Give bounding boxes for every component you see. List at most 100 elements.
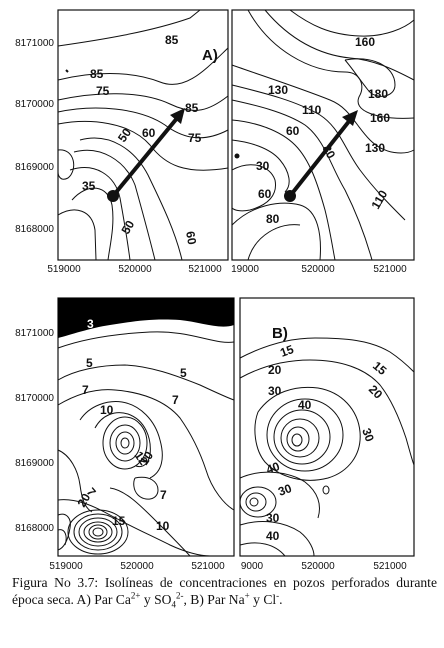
- contour-label: 80: [319, 143, 338, 162]
- isoline: [239, 471, 320, 519]
- contour-label: 130: [268, 83, 288, 97]
- panel-a-calcium: 85 85 75 85 60 75 50 35 50 60 A) 8171000…: [15, 9, 229, 275]
- contour-label: 7: [82, 383, 89, 397]
- contour-label: 60: [258, 187, 272, 201]
- isoline: [239, 359, 415, 466]
- contour-label: 7: [172, 393, 179, 407]
- contour-label: 20: [74, 491, 93, 510]
- isoline: [231, 202, 321, 261]
- well-point: [284, 190, 296, 202]
- contour-label: 160: [370, 111, 390, 125]
- contour-label: 15: [112, 514, 126, 528]
- isoline: [291, 433, 303, 447]
- isoline: [280, 418, 320, 458]
- x-tick-label: 519000: [47, 264, 81, 275]
- isoline: [273, 409, 331, 465]
- y-axis-labels: 8171000 8170000 8169000 8168000: [15, 328, 54, 534]
- x-tick-label: 521000: [373, 264, 407, 275]
- y-tick-label: 8169000: [15, 162, 54, 173]
- caption-text: Figura No 3.7: Isolíneas de concentracio…: [12, 575, 437, 607]
- isoline: [239, 337, 415, 373]
- isoline: [120, 437, 130, 449]
- isoline: [57, 107, 229, 139]
- x-tick-label: 521000: [373, 561, 407, 572]
- contour-labels: 85 85 75 85 60 75 50 35 50 60: [82, 33, 202, 246]
- caption-text: .: [279, 592, 283, 607]
- contour-label: 85: [185, 101, 199, 115]
- flow-arrowhead: [342, 110, 358, 126]
- isoline: [231, 164, 277, 212]
- isoline: [249, 497, 259, 507]
- flow-arrow: [288, 118, 352, 198]
- contour-label: 30: [256, 159, 270, 173]
- isoline: [109, 487, 191, 557]
- contour-label: 75: [188, 131, 202, 145]
- well-point: [107, 190, 119, 202]
- isoline: [78, 517, 118, 547]
- isoline: [57, 499, 211, 557]
- isoline: [133, 476, 159, 500]
- figure-caption: Figura No 3.7: Isolíneas de concentracio…: [12, 574, 437, 610]
- contour-label: 130: [365, 141, 385, 155]
- caption-text: y SO: [140, 592, 172, 607]
- isoline: [92, 527, 104, 537]
- isoline: [79, 401, 163, 479]
- panel-frame: [231, 9, 415, 261]
- isolines: [57, 331, 235, 557]
- isolines: [231, 9, 415, 261]
- isoline: [57, 47, 229, 85]
- contour-label: 85: [90, 67, 104, 81]
- isoline: [109, 424, 141, 462]
- isolines: [57, 9, 229, 261]
- contour-labels: 15 15 20 20 30 40 30 40 30 30 40: [264, 342, 389, 543]
- contour-label: 60: [183, 230, 199, 246]
- figure-contour-maps: 85 85 75 85 60 75 50 35 50 60 A) 8171000…: [15, 9, 415, 572]
- flow-arrowhead: [170, 108, 185, 124]
- contour-label: 10: [156, 519, 170, 533]
- y-tick-label: 8170000: [15, 99, 54, 110]
- caption-superscript: +: [244, 590, 250, 601]
- x-tick-label: 520000: [120, 561, 154, 572]
- contour-label: 85: [165, 33, 179, 47]
- blacked-out-region: [58, 298, 234, 338]
- contour-label: 50: [118, 218, 137, 237]
- isoline: [67, 509, 129, 555]
- isoline: [57, 389, 235, 511]
- x-tick-label: 19000: [231, 264, 259, 275]
- panel-frame: [57, 297, 235, 557]
- caption-subscript: 4: [171, 599, 176, 610]
- contour-label: 15: [278, 342, 296, 360]
- y-tick-label: 8168000: [15, 523, 54, 534]
- panel-b-sodium: 3 5 5 7 7 10 12 10 7 7 20 15 10 8171000 …: [15, 297, 235, 572]
- isoline: [289, 9, 415, 37]
- isoline: [286, 426, 310, 452]
- isoline: [231, 64, 415, 154]
- isoline: [73, 149, 156, 261]
- isoline: [102, 416, 148, 470]
- isoline: [94, 412, 151, 468]
- isoline: [254, 386, 361, 481]
- isoline: [266, 398, 344, 472]
- x-axis-labels: 9000 520000 521000: [241, 561, 407, 572]
- isoline: [231, 99, 373, 261]
- contour-label: 10: [100, 403, 114, 417]
- isoline: [239, 520, 315, 557]
- contour-label: 75: [96, 84, 110, 98]
- contour-label: 30: [266, 511, 280, 525]
- contour-label: 40: [266, 529, 280, 543]
- isoline: [57, 149, 75, 180]
- contour-label: 180: [368, 87, 388, 101]
- isoline: [57, 529, 67, 546]
- isoline: [115, 431, 135, 455]
- caption-superscript: 2-: [175, 590, 184, 601]
- isoline: [322, 485, 330, 495]
- y-tick-label: 8170000: [15, 393, 54, 404]
- y-tick-label: 8169000: [15, 458, 54, 469]
- y-axis-labels: 8171000 8170000 8169000 8168000: [15, 38, 54, 235]
- contour-labels: 160 180 130 110 160 60 80 130 30 60 110 …: [256, 35, 390, 226]
- contour-label: 80: [266, 212, 280, 226]
- isoline: [239, 542, 286, 557]
- y-tick-label: 8171000: [15, 328, 54, 339]
- panel-frame: [57, 9, 229, 261]
- isoline: [79, 137, 183, 261]
